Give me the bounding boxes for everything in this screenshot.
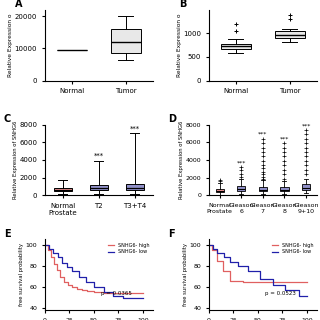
Y-axis label: Relative Expression of SNHG6: Relative Expression of SNHG6 [13, 121, 18, 199]
Text: ***: *** [280, 136, 289, 141]
Text: ***: *** [236, 160, 246, 165]
Text: C: C [4, 114, 11, 124]
Legend: SNHG6- high, SNHG6- low: SNHG6- high, SNHG6- low [107, 242, 150, 255]
Text: p = 0.0365: p = 0.0365 [101, 291, 132, 296]
Text: ***: *** [258, 132, 268, 137]
Y-axis label: free survival probability: free survival probability [19, 244, 24, 307]
PathPatch shape [216, 189, 224, 192]
PathPatch shape [111, 29, 140, 53]
Text: F: F [168, 228, 174, 239]
Text: E: E [4, 228, 11, 239]
PathPatch shape [302, 184, 310, 190]
PathPatch shape [280, 187, 289, 191]
Y-axis label: Relative Expression of SNHG6: Relative Expression of SNHG6 [179, 121, 184, 199]
PathPatch shape [275, 31, 305, 38]
Text: B: B [179, 0, 186, 9]
PathPatch shape [90, 185, 108, 190]
Y-axis label: Relative Expression o: Relative Expression o [8, 13, 13, 77]
Y-axis label: free survival probability: free survival probability [183, 244, 188, 307]
Text: ***: *** [94, 153, 104, 159]
Text: ***: *** [301, 123, 311, 128]
Y-axis label: Relative Expression o: Relative Expression o [177, 13, 182, 77]
Text: ***: *** [130, 126, 140, 132]
PathPatch shape [237, 186, 245, 191]
Legend: SNHG6- high, SNHG6- low: SNHG6- high, SNHG6- low [271, 242, 314, 255]
PathPatch shape [54, 188, 72, 191]
Text: D: D [168, 114, 176, 124]
PathPatch shape [221, 44, 251, 49]
Text: p = 0.0523: p = 0.0523 [265, 291, 296, 296]
Text: A: A [15, 0, 22, 9]
PathPatch shape [126, 184, 144, 190]
PathPatch shape [259, 187, 267, 191]
